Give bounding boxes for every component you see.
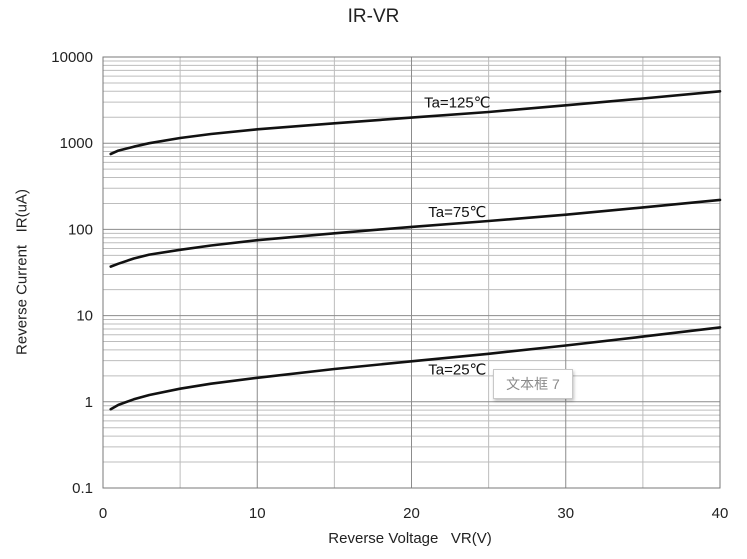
y-tick-label: 100 <box>68 221 93 238</box>
series-line <box>111 91 720 154</box>
series-label: Ta=25℃ <box>428 361 486 378</box>
x-tick-label: 20 <box>403 505 420 522</box>
y-tick-label: 10 <box>76 308 93 325</box>
x-axis-label: Reverse Voltage VR(V) <box>250 530 570 547</box>
y-tick-label: 1000 <box>60 135 93 152</box>
y-tick-label: 1 <box>85 394 93 411</box>
series-label: Ta=125℃ <box>424 95 490 112</box>
y-tick-label: 10000 <box>51 49 93 66</box>
series-label: Ta=75℃ <box>428 204 486 221</box>
x-tick-label: 10 <box>249 505 266 522</box>
series-line <box>111 327 720 409</box>
y-tick-label: 0.1 <box>72 480 93 497</box>
x-tick-label: 40 <box>712 505 729 522</box>
text-box-7[interactable]: 文本框 7 <box>493 369 573 399</box>
y-axis-label: Reverse Current IR(uA) <box>14 189 31 355</box>
x-tick-label: 30 <box>557 505 574 522</box>
x-tick-label: 0 <box>99 505 107 522</box>
